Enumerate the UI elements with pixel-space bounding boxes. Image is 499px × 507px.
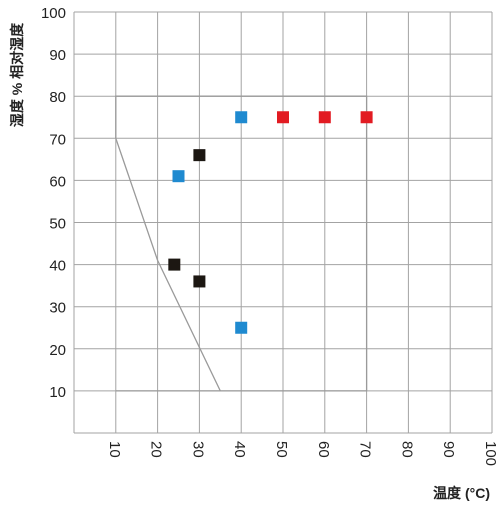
data-points	[168, 111, 373, 334]
x-tick-labels: 10 20 30 40 50 60 70 80 90 100	[106, 441, 499, 466]
y-tick-label: 10	[49, 384, 66, 401]
x-tick-label: 70	[357, 441, 374, 458]
y-tick-label: 90	[49, 47, 66, 64]
x-tick-label: 50	[273, 441, 290, 458]
x-tick-label: 40	[231, 441, 248, 458]
data-point	[168, 258, 181, 271]
x-tick-label: 20	[148, 441, 165, 458]
x-tick-label: 90	[440, 441, 457, 458]
data-point	[235, 111, 248, 124]
x-tick-label: 80	[398, 441, 415, 458]
operating-boundary	[115, 95, 368, 392]
grid-lines	[73, 11, 493, 434]
x-tick-label: 30	[189, 441, 206, 458]
y-tick-label: 60	[49, 173, 66, 190]
data-point	[193, 275, 206, 288]
y-tick-label: 80	[49, 89, 66, 106]
x-tick-label: 10	[106, 441, 123, 458]
x-tick-label: 60	[315, 441, 332, 458]
x-tick-label: 100	[482, 441, 499, 466]
y-tick-label: 20	[49, 342, 66, 359]
data-point	[277, 111, 289, 124]
data-point	[318, 111, 331, 124]
data-point	[235, 321, 248, 334]
y-tick-label: 100	[41, 5, 66, 22]
y-tick-labels: 10 20 30 40 50 60 70 80 90 100	[41, 5, 66, 401]
data-point	[360, 111, 373, 124]
x-axis-label: 温度 (°C)	[433, 485, 490, 501]
y-tick-label: 70	[49, 131, 66, 148]
y-tick-label: 30	[49, 300, 66, 317]
data-point	[172, 170, 185, 183]
y-tick-label: 50	[49, 216, 66, 233]
y-axis-label: 湿度 % 相对湿度	[9, 22, 25, 127]
boundary-diagonal	[115, 138, 221, 392]
data-point	[193, 149, 206, 162]
y-tick-label: 40	[49, 258, 66, 275]
